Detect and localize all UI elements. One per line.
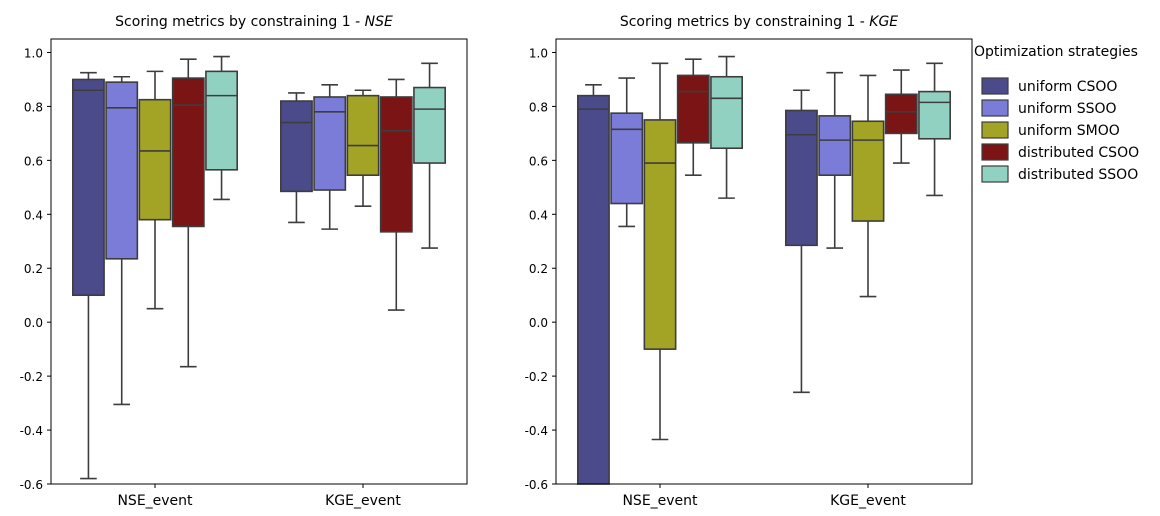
iqr-box [710,75,743,150]
y-tick-label: 0.2 [529,262,548,276]
legend-item-uniform-ssoo: uniform SSOO [981,99,1117,117]
iqr-box [313,96,347,191]
y-tick-label: 0.4 [529,208,548,222]
iqr-box [346,94,380,176]
legend-label: uniform SMOO [1018,123,1120,139]
legend-label: uniform SSOO [1018,101,1117,117]
legend: Optimization strategies uniform CSOOunif… [974,44,1139,183]
legend-item-distributed-csoo: distributed CSOO [981,143,1139,161]
legend-title: Optimization strategies [974,44,1138,60]
iqr-box [818,115,852,176]
box-nse-kge-event-uniform-ssoo [313,84,347,230]
y-tick-label: 0.0 [529,316,548,330]
box-kge-kge-event-distributed-ssoo [918,62,951,197]
box-nse-kge-event-distributed-csoo [379,78,413,311]
box-nse-nse-event-uniform-csoo [72,71,105,480]
box-nse-nse-event-distributed-csoo [171,58,205,368]
iqr-box [379,96,413,233]
legend-label: distributed CSOO [1018,145,1139,161]
legend-label: uniform CSOO [1018,79,1117,95]
chart-title-kge: Scoring metrics by constraining 1 - KGE [620,14,898,30]
legend-swatch [981,143,1009,161]
axes-frame [50,38,468,485]
box-kge-kge-event-uniform-ssoo [818,71,852,249]
y-tick-label: 0.2 [24,262,43,276]
chart-title-nse: Scoring metrics by constraining 1 - NSE [115,14,393,30]
box-kge-nse-event-uniform-smoo [643,62,677,441]
box-kge-nse-event-uniform-ssoo [610,77,644,228]
y-tick-label: -0.4 [525,424,548,438]
box-kge-nse-event-uniform-csoo [576,84,610,485]
box-kge-nse-event-distributed-ssoo [710,55,743,199]
box-nse-kge-event-uniform-csoo [279,92,313,224]
y-tick-label: 0.6 [24,154,43,168]
y-tick-label: -0.6 [20,478,43,492]
plot-area-kge: -0.6 -0.4 -0.2 0.0 0.2 0.4 0.6 0.8 1.0 NSE_event K… [525,38,973,509]
x-tick-label: NSE_event [117,493,193,509]
y-tick-label: 0.8 [529,100,548,114]
box-nse-nse-event-uniform-smoo [138,70,172,310]
iqr-box [784,109,818,247]
iqr-box [884,93,918,135]
iqr-box [918,90,951,140]
legend-swatch [981,121,1009,139]
box-kge-nse-event-distributed-csoo [676,58,710,176]
plot-area-nse: -0.6 -0.4 -0.2 0.0 0.2 0.4 0.6 0.8 1.0 NSE_event K… [20,38,468,509]
y-tick-label: -0.2 [20,370,43,384]
box-nse-kge-event-uniform-smoo [346,89,380,208]
box-nse-nse-event-uniform-ssoo [105,75,139,406]
y-tick-label: 0.0 [24,316,43,330]
legend-items: uniform CSOO uniform SSOO uniform SMOO dist… [981,77,1139,183]
legend-swatch [981,77,1009,95]
x-tick-label: NSE_event [622,493,698,509]
iqr-box [279,100,313,193]
y-tick-label: 1.0 [24,46,43,60]
y-tick-label: -0.4 [20,424,43,438]
iqr-box [72,78,105,297]
box-kge-kge-event-uniform-smoo [851,74,885,298]
box-kge-kge-event-distributed-csoo [884,69,918,164]
box-nse-kge-event-distributed-ssoo [413,62,447,249]
y-tick-label: -0.2 [525,370,548,384]
iqr-box [413,86,447,164]
iqr-box [171,77,205,228]
legend-item-uniform-smoo: uniform SMOO [981,121,1120,139]
axes-frame [555,38,973,485]
iqr-box [105,81,139,260]
legend-label: distributed SSOO [1018,167,1138,183]
iqr-box [610,112,644,205]
x-tick-label: KGE_event [325,493,401,509]
iqr-box [576,94,610,485]
x-tick-label: KGE_event [830,493,906,509]
y-tick-label: -0.6 [525,478,548,492]
legend-swatch [981,165,1009,183]
chart-panel-nse: Scoring metrics by constraining 1 - NSE … [20,14,468,509]
legend-swatch [981,99,1009,117]
y-tick-label: 0.8 [24,100,43,114]
chart-panel-kge: Scoring metrics by constraining 1 - KGE … [525,14,973,509]
iqr-box [851,120,885,222]
y-tick-label: 1.0 [529,46,548,60]
iqr-box [676,74,710,144]
legend-item-distributed-ssoo: distributed SSOO [981,165,1138,183]
y-tick-label: 0.4 [24,208,43,222]
iqr-box [205,70,238,171]
y-tick-label: 0.6 [529,154,548,168]
box-kge-kge-event-uniform-csoo [784,89,818,394]
box-nse-nse-event-distributed-ssoo [205,55,238,201]
iqr-box [138,98,172,221]
legend-item-uniform-csoo: uniform CSOO [981,77,1117,95]
iqr-box [643,119,677,350]
